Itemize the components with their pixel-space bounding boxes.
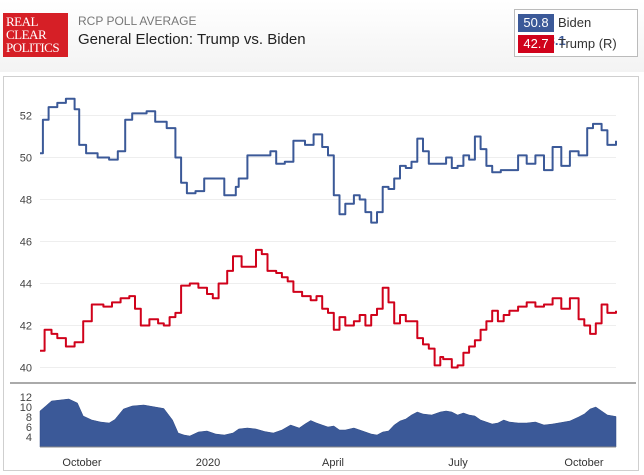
x-tick-label: October bbox=[564, 457, 603, 469]
series-line-trump bbox=[40, 248, 617, 369]
x-tick-label: April bbox=[322, 457, 344, 469]
chart-header: REAL CLEAR POLITICS RCP POLL AVERAGE Gen… bbox=[0, 0, 644, 72]
y-tick-label: 52 bbox=[20, 111, 32, 123]
logo-line-3: POLITICS bbox=[6, 40, 60, 55]
x-tick-label: 2020 bbox=[196, 457, 220, 469]
chart-title: General Election: Trump vs. Biden bbox=[78, 31, 306, 48]
spread-y-tick-label: 8 bbox=[26, 412, 32, 424]
legend-trump: 42.7 Trump (R) bbox=[518, 35, 617, 53]
y-tick-label: 44 bbox=[20, 279, 32, 291]
rcp-logo[interactable]: REAL CLEAR POLITICS bbox=[3, 13, 68, 57]
spread-y-tick-label: 12 bbox=[20, 392, 32, 404]
y-tick-label: 48 bbox=[20, 195, 32, 207]
series-line-biden bbox=[40, 97, 617, 224]
logo-line-1: REAL bbox=[6, 14, 38, 29]
chart-frame bbox=[3, 76, 639, 471]
biden-value: 50.8 bbox=[518, 14, 554, 32]
trump-label: Trump (R) bbox=[558, 36, 617, 51]
y-tick-label: 50 bbox=[20, 153, 32, 165]
spread-y-tick-label: 10 bbox=[20, 402, 32, 414]
y-tick-label: 40 bbox=[20, 363, 32, 375]
spread-y-tick-label: 6 bbox=[26, 422, 32, 434]
x-tick-label: July bbox=[448, 457, 468, 469]
x-tick-label: October bbox=[62, 457, 101, 469]
spread-y-tick-label: 4 bbox=[26, 432, 32, 444]
y-tick-label: 42 bbox=[20, 321, 32, 333]
y-tick-label: 46 bbox=[20, 237, 32, 249]
spread-area bbox=[39, 398, 617, 448]
logo-line-2: CLEAR bbox=[6, 27, 47, 42]
chart-overline: RCP POLL AVERAGE bbox=[78, 14, 197, 28]
trump-value: 42.7 bbox=[518, 35, 554, 53]
